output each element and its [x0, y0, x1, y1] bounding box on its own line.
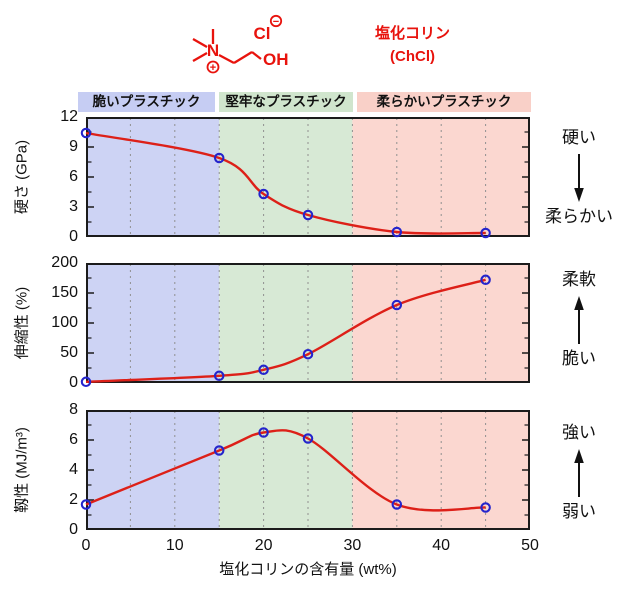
- y-tick-label: 8: [69, 401, 78, 418]
- phase-region: [86, 117, 220, 237]
- chloride-charge-icon: −: [269, 14, 283, 28]
- data-point-marker: [480, 502, 491, 513]
- region-label-brittle: 脆いプラスチック: [78, 92, 215, 112]
- toughness-plot: [80, 410, 530, 530]
- y-tick-label: 3: [69, 198, 78, 215]
- chloride-atom-label: Cl: [254, 24, 271, 43]
- y-tick-label: 6: [69, 168, 78, 185]
- plot-frame: [86, 410, 530, 530]
- data-point-marker: [258, 427, 269, 438]
- data-curve: [85, 278, 486, 383]
- ammonium-charge-icon: +: [206, 60, 220, 74]
- phase-region: [219, 410, 353, 530]
- y-axis-title-hardness: 硬さ (GPa): [13, 139, 31, 215]
- data-point-marker: [213, 152, 225, 164]
- data-curve: [85, 131, 486, 235]
- molecule-name-ja: 塩化コリン: [374, 25, 450, 42]
- data-point-marker: [213, 370, 225, 382]
- toughness-annotation: 強い 弱い: [540, 423, 618, 522]
- stretchability-annotation: 柔軟 脆い: [540, 270, 618, 369]
- data-point-marker: [391, 499, 403, 510]
- phase-region: [352, 410, 530, 530]
- data-point-marker: [391, 299, 403, 311]
- y-tick-label: 0: [69, 228, 78, 245]
- data-point-marker: [480, 227, 491, 239]
- phase-region: [86, 263, 220, 383]
- data-point-marker: [258, 364, 269, 376]
- y-tick-label: 200: [51, 254, 78, 271]
- x-tick-label: 40: [432, 537, 451, 554]
- data-point-marker: [302, 433, 314, 444]
- y-tick-label: 150: [51, 284, 78, 301]
- data-point-marker: [80, 499, 92, 510]
- x-tick-label: 0: [81, 537, 91, 554]
- phase-region: [352, 263, 530, 383]
- hardness-annotation: 硬い 柔らかい: [540, 128, 618, 227]
- arrow-up-icon: [571, 448, 587, 498]
- hardness-plot: [80, 117, 530, 239]
- y-axis-title-toughness: 靱性 (MJ/m³): [13, 427, 31, 513]
- phase-region: [86, 410, 220, 530]
- choline-chloride-structure-icon: N + OH Cl −: [192, 14, 289, 74]
- y-tick-label: 12: [60, 108, 78, 125]
- molecule-name-abbr: (ChCl): [390, 48, 435, 65]
- y-tick-label: 50: [60, 344, 78, 361]
- annotation-weak: 弱い: [562, 502, 596, 521]
- plot-frame: [86, 263, 530, 383]
- y-tick-label: 0: [69, 521, 78, 538]
- chain-bond-3: [251, 51, 262, 60]
- annotation-hard: 硬い: [562, 128, 596, 147]
- stretchability-plot-canvas: [80, 263, 530, 388]
- phase-region: [352, 117, 530, 237]
- y-tick-label: 100: [51, 314, 78, 331]
- annotation-flexible: 柔軟: [562, 270, 596, 289]
- y-tick-label: 4: [69, 461, 78, 478]
- data-point-marker: [213, 445, 225, 456]
- toughness-plot-canvas: [80, 410, 530, 530]
- data-point-marker: [480, 274, 491, 286]
- x-tick-label: 50: [521, 537, 539, 554]
- stretchability-plot: [80, 263, 530, 388]
- region-label-robust: 堅牢なプラスチック: [219, 92, 353, 112]
- data-point-marker: [80, 376, 92, 388]
- chain-bond-1: [218, 53, 235, 65]
- data-point-marker: [302, 209, 314, 221]
- phase-region: [219, 117, 353, 237]
- data-point-marker: [80, 127, 92, 139]
- plot-frame: [86, 117, 530, 237]
- x-tick-label: 10: [165, 537, 184, 554]
- y-tick-label: 2: [69, 491, 78, 508]
- data-curve: [85, 429, 486, 512]
- arrow-down-icon: [571, 153, 587, 203]
- svg-text:+: +: [210, 62, 216, 74]
- data-point-marker: [391, 226, 403, 238]
- methyl-bond-upper-left: [192, 38, 208, 48]
- x-tick-label: 30: [343, 537, 362, 554]
- nitrogen-atom-label: N: [207, 41, 219, 60]
- hydroxyl-label: OH: [263, 50, 289, 69]
- y-axis-title-stretchability: 伸縮性 (%): [13, 286, 31, 360]
- annotation-brittle: 脆い: [562, 349, 596, 368]
- data-point-marker: [258, 188, 269, 200]
- y-tick-label: 6: [69, 431, 78, 448]
- chain-bond-2: [233, 51, 253, 64]
- annotation-strong: 強い: [562, 423, 596, 442]
- annotation-soft: 柔らかい: [545, 207, 613, 226]
- x-tick-label: 20: [254, 537, 273, 554]
- arrow-up-icon: [571, 295, 587, 345]
- region-label-soft: 柔らかいプラスチック: [357, 92, 531, 112]
- y-tick-label: 0: [69, 374, 78, 391]
- molecule-name: 塩化コリン (ChCl): [345, 22, 480, 68]
- hardness-plot-canvas: [80, 117, 530, 239]
- y-tick-label: 9: [69, 138, 78, 155]
- methyl-bond-lower-left: [192, 52, 208, 62]
- svg-text:−: −: [273, 16, 279, 28]
- data-point-marker: [302, 348, 314, 360]
- x-axis-title: 塩化コリンの含有量 (wt%): [219, 561, 397, 578]
